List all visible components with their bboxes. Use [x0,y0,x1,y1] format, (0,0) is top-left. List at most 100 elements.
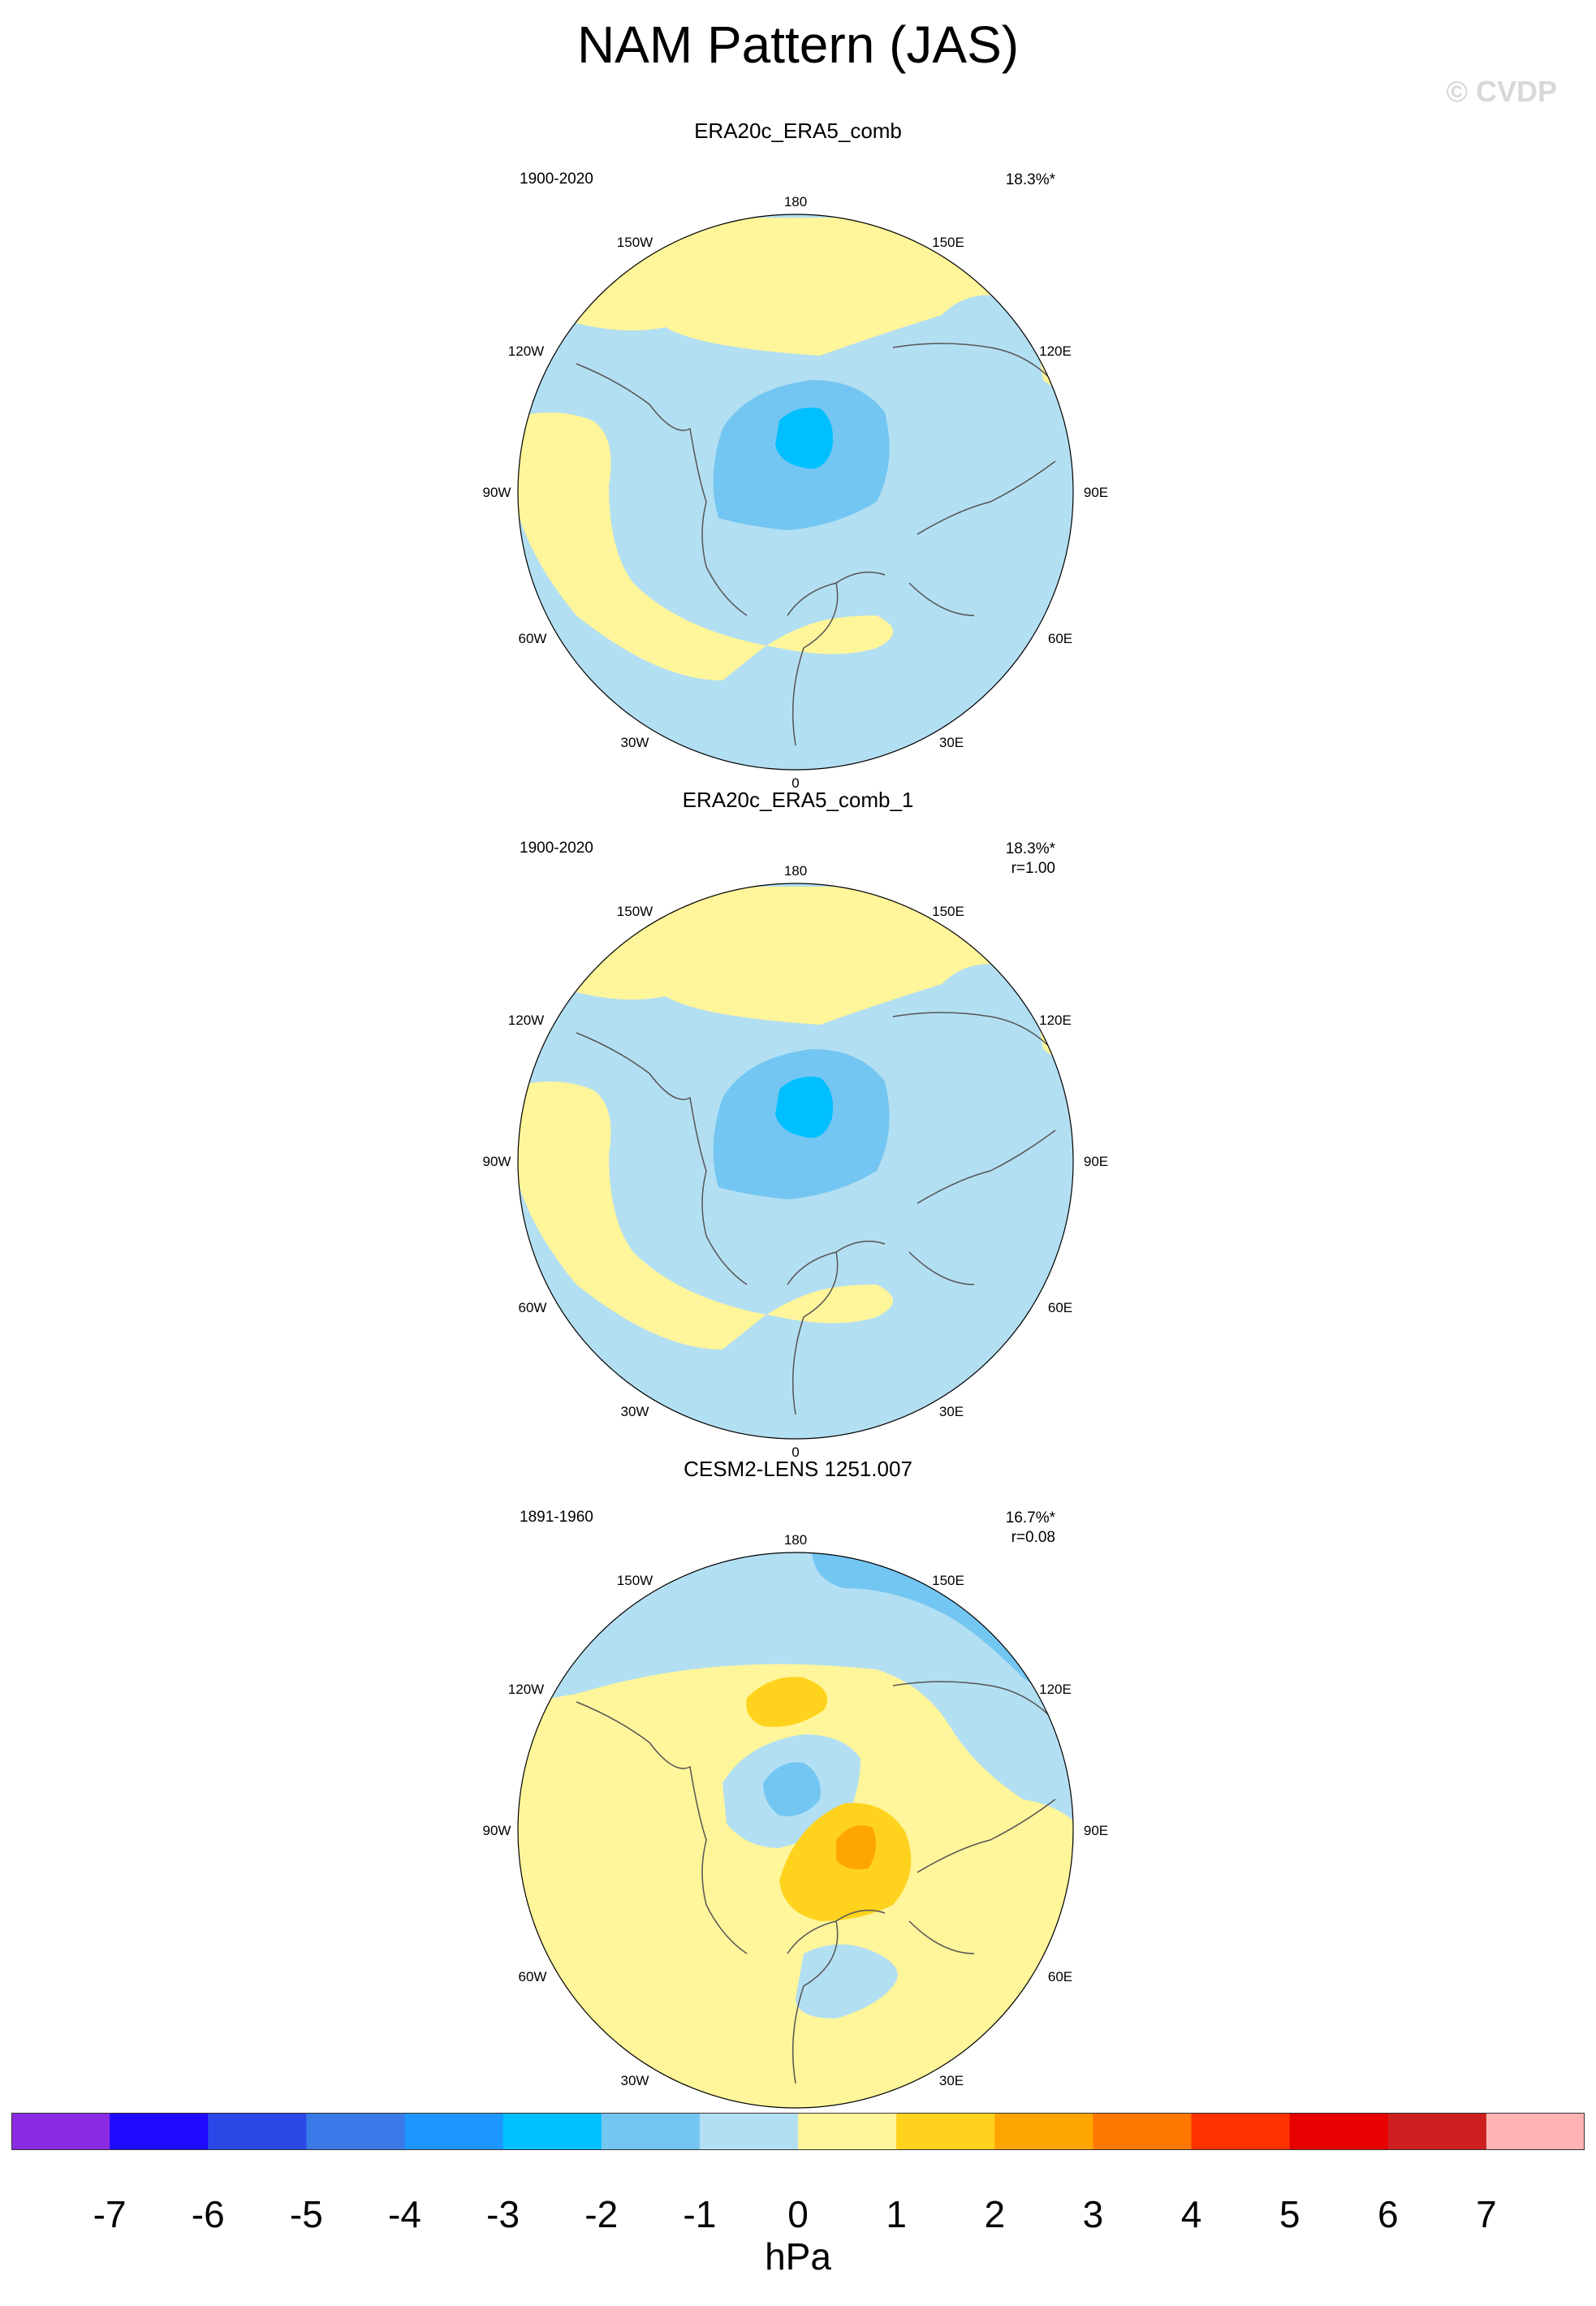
lon-label: 30W [621,1404,649,1419]
lon-label: 90E [1084,485,1108,500]
colorbar-tick-label: 6 [1377,2193,1399,2235]
contour-fill-pos0 [518,412,893,680]
lon-label: 120W [508,1682,544,1697]
lon-label: 90E [1084,1823,1108,1838]
map-panel-1: ERA20c_ERA5_comb 1900-2020 18.3%* 180 15… [0,119,1596,791]
lon-label: 30E [939,1404,964,1419]
panel-title: ERA20c_ERA5_comb [694,119,902,143]
panel-title: CESM2-LENS 1251.007 [684,1457,912,1481]
lon-label: 30E [939,2073,964,2088]
variance-value: 18.3%* [1005,171,1055,188]
map-border [517,1552,1074,2109]
lon-label: 120E [1039,1682,1072,1697]
polar-map: 180 150E 120E 90E 60E 30E 0 30W 60W 90W … [483,194,1109,791]
colorbar-tick-label: 5 [1279,2193,1301,2235]
colorbar-swatch [11,2113,110,2150]
correlation-value: r=0.08 [1011,1529,1055,1546]
colorbar-tick-label: -7 [93,2193,127,2235]
lon-label: 120W [508,343,544,359]
lon-label: 150E [932,1573,964,1588]
page-title: NAM Pattern (JAS) [576,15,1020,74]
explained-variance: 18.3%* r=1.00 [934,840,1055,879]
colorbar-tick-label: -4 [388,2193,421,2235]
lon-label: 150W [617,904,653,919]
map-border [517,214,1074,771]
lon-label: 120E [1039,1013,1072,1028]
polar-map: 180 150E 120E 90E 60E 30E 0 30W 60W 90W … [483,863,1109,1460]
lon-label: 0 [792,1444,799,1460]
lon-label: 150W [617,235,653,250]
lon-label: 180 [784,863,807,879]
colorbar-tick-label: 3 [1082,2193,1104,2235]
colorbar-swatch [896,2113,995,2150]
lon-label: 150W [617,1573,653,1588]
lon-label: 90W [483,485,511,500]
panel-title: ERA20c_ERA5_comb_1 [682,788,914,812]
lon-label: 150E [932,235,964,250]
colorbar-swatch [208,2113,307,2150]
lon-label: 30W [621,735,649,750]
colorbar-swatch [1387,2113,1487,2150]
lon-label: 60W [519,1969,547,1984]
map-panel-3: CESM2-LENS 1251.007 1891-1960 16.7%* r=0… [0,1457,1596,2129]
contour-fill-neg1 [796,1944,898,2019]
lon-label: 30E [939,735,964,750]
colorbar-tick-label: 2 [984,2193,1006,2235]
contour-fill-neg4 [775,1077,833,1138]
contour-fill-neg1 [518,1552,1073,1840]
lon-label: 150E [932,904,964,919]
contour-fill-pos0 [518,1082,893,1349]
period-label: 1900-2020 [520,840,593,857]
colorbar-swatch [503,2113,602,2150]
colorbar-swatch [1486,2113,1585,2150]
colorbar-outline [11,2113,1585,2150]
polar-map: 180 150E 120E 90E 60E 30E 0 30W 60W 90W … [483,1532,1109,2129]
lon-label: 60E [1048,631,1072,646]
coastline [576,343,1072,746]
colorbar-swatch [1093,2113,1193,2150]
variance-value: 16.7%* [1005,1509,1055,1527]
contour-fill-neg2 [763,1762,821,1816]
lon-label: 90E [1084,1154,1108,1169]
colorbar-tick-label: 0 [787,2193,809,2235]
lon-label: 60W [519,631,547,646]
period-label: 1900-2020 [520,171,593,188]
watermark: © CVDP [1446,75,1557,108]
coastline [576,1012,1072,1415]
lon-label: 90W [483,1823,511,1838]
colorbar-tick-label: 7 [1476,2193,1497,2235]
contour-fill-pos1 [746,1677,828,1727]
contour-fill-pos2 [836,1825,876,1870]
colorbar-swatch [404,2113,504,2150]
lon-label: 180 [784,194,807,209]
colorbar-swatch [110,2113,209,2150]
lon-label: 0 [792,775,799,791]
colorbar-tick-label: 1 [886,2193,907,2235]
colorbar [11,2113,1585,2150]
contour-fill-neg4 [775,408,833,469]
lon-label: 90W [483,1154,511,1169]
lon-label: 30W [621,2073,649,2088]
map-border [517,883,1074,1440]
lon-label: 120E [1039,343,1072,359]
explained-variance: 16.7%* r=0.08 [934,1509,1055,1548]
colorbar-swatch [1191,2113,1291,2150]
colorbar-swatch [601,2113,701,2150]
lon-label: 60E [1048,1300,1072,1315]
correlation-value: r=1.00 [1011,860,1055,877]
colorbar-swatch [994,2113,1093,2150]
colorbar-swatch [306,2113,406,2150]
lon-label: 60E [1048,1969,1072,1984]
colorbar-swatch [798,2113,897,2150]
lon-label: 180 [784,1532,807,1548]
colorbar-tick-label: -6 [191,2193,225,2235]
explained-variance: 18.3%* [934,171,1055,190]
colorbar-swatch [699,2113,799,2150]
colorbar-tick-label: -1 [683,2193,717,2235]
map-panel-2: ERA20c_ERA5_comb_1 1900-2020 18.3%* r=1.… [0,788,1596,1460]
lon-label: 60W [519,1300,547,1315]
period-label: 1891-1960 [520,1509,593,1526]
coastline [576,1681,1072,2084]
colorbar-swatch [1289,2113,1389,2150]
colorbar-tick-label: -5 [289,2193,323,2235]
